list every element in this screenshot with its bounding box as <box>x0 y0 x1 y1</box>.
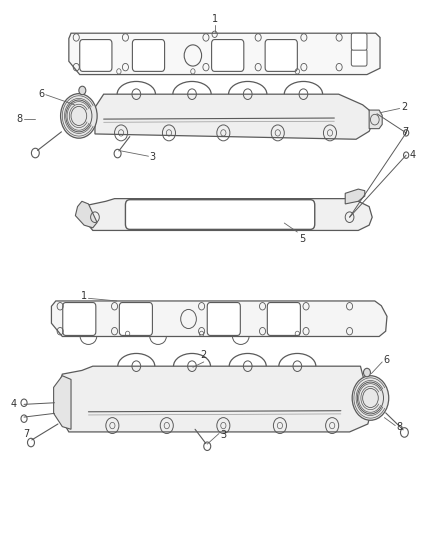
FancyBboxPatch shape <box>265 39 297 71</box>
FancyBboxPatch shape <box>351 33 367 50</box>
Polygon shape <box>69 33 380 75</box>
Text: 8: 8 <box>396 422 403 432</box>
Text: 6: 6 <box>39 88 45 99</box>
Text: 1: 1 <box>212 14 218 23</box>
Circle shape <box>364 368 371 377</box>
Circle shape <box>60 94 97 138</box>
Text: 5: 5 <box>300 233 306 244</box>
Polygon shape <box>345 189 365 204</box>
Polygon shape <box>51 301 387 336</box>
Polygon shape <box>84 199 372 230</box>
Circle shape <box>352 376 389 420</box>
Text: 8: 8 <box>16 114 22 124</box>
Polygon shape <box>75 201 97 228</box>
FancyBboxPatch shape <box>212 39 244 71</box>
FancyBboxPatch shape <box>63 303 96 335</box>
Polygon shape <box>53 376 71 429</box>
Text: 7: 7 <box>24 429 30 439</box>
FancyBboxPatch shape <box>351 49 367 66</box>
Text: 3: 3 <box>149 152 155 162</box>
Text: 4: 4 <box>409 150 415 160</box>
Text: 3: 3 <box>220 430 226 440</box>
Polygon shape <box>58 366 371 432</box>
Text: 6: 6 <box>384 356 390 365</box>
FancyBboxPatch shape <box>80 39 112 71</box>
Text: 7: 7 <box>402 127 408 137</box>
Text: 4: 4 <box>11 399 17 409</box>
FancyBboxPatch shape <box>125 200 315 229</box>
Circle shape <box>79 86 86 95</box>
Text: 2: 2 <box>201 350 207 360</box>
FancyBboxPatch shape <box>267 303 300 335</box>
Polygon shape <box>369 110 382 128</box>
FancyBboxPatch shape <box>132 39 165 71</box>
FancyBboxPatch shape <box>207 303 240 335</box>
FancyBboxPatch shape <box>119 303 152 335</box>
Polygon shape <box>95 94 374 139</box>
Text: 1: 1 <box>81 291 87 301</box>
Text: 2: 2 <box>401 102 407 112</box>
